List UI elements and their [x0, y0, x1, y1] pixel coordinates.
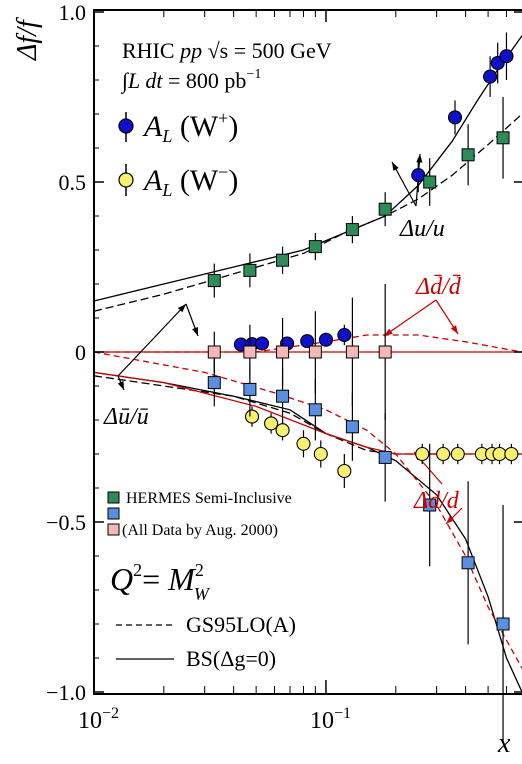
label-du-u: Δu/u: [399, 216, 445, 242]
data-point-square: [496, 617, 510, 631]
svg-text:AL (W−): AL (W−): [142, 162, 238, 200]
data-point-square: [345, 223, 359, 237]
hermes-green-marker: [107, 491, 120, 504]
data-point-square: [378, 450, 392, 464]
info-line-1: RHIC pp √s = 500 GeV: [122, 38, 332, 63]
svg-text:BS(Δg=0): BS(Δg=0): [186, 646, 276, 671]
data-point-circle: [492, 446, 507, 462]
data-point-circle: [411, 168, 426, 183]
data-point-square: [461, 556, 475, 570]
data-point-square: [345, 420, 359, 434]
wplus-marker: [118, 118, 134, 134]
legend-wplus: AL (W+): [118, 108, 238, 146]
data-point-circle: [436, 446, 451, 462]
curve-gs-dd: [93, 351, 522, 669]
arrow-du-u-1-head: [392, 162, 399, 171]
arrow-dubar-1: [117, 303, 187, 377]
y-axis: 1.0 0.5 0 −0.5 −1.0: [46, 0, 522, 705]
y-tick-label: −1.0: [46, 680, 86, 705]
data-point-square: [308, 403, 322, 417]
data-point-square: [423, 175, 437, 189]
x-axis: 10−2 10−1: [78, 10, 507, 734]
data-point-square: [207, 274, 221, 288]
hermes-blue-marker: [107, 507, 120, 520]
svg-text:AL (W+): AL (W+): [142, 108, 238, 146]
data-point-circle: [300, 334, 315, 349]
data-point-circle: [318, 332, 334, 347]
data-point-circle: [244, 409, 260, 424]
x-tick-label: 10−1: [310, 705, 351, 734]
data-point-circle: [504, 446, 519, 462]
y-tick-label: −0.5: [46, 510, 86, 535]
data-point-circle: [447, 110, 463, 125]
data-point-circle: [450, 446, 465, 462]
data-point-square: [207, 376, 221, 390]
arrow-dubar-1-head: [177, 304, 186, 313]
data-point-square: [345, 345, 359, 359]
wminus-marker: [118, 172, 134, 188]
label-ddbar-dbar: Δd̄/d̄: [415, 274, 462, 300]
line-legend: GS95LO(A) BS(Δg=0): [116, 612, 296, 671]
y-tick-label: 0: [75, 340, 86, 365]
data-point-square: [243, 263, 257, 277]
data-point-circle: [264, 416, 279, 431]
data-point-square: [276, 253, 290, 267]
y-tick-label: 0.5: [59, 170, 87, 195]
data-point-circle: [254, 336, 270, 351]
data-point-circle: [275, 423, 290, 438]
arrow-ddbar-1-head: [384, 328, 393, 336]
data-point-circle: [483, 69, 498, 84]
arrow-ddbar-2-head: [450, 325, 458, 334]
legend-hermes: HERMES Semi-Inclusive (All Data by Aug. …: [107, 490, 292, 539]
data-point-square: [461, 148, 475, 162]
data-point-square: [207, 345, 221, 359]
data-point-square: [378, 202, 392, 216]
svg-text:GS95LO(A): GS95LO(A): [186, 612, 296, 637]
x-axis-label: x: [497, 728, 511, 759]
label-dd-d: Δd/d: [413, 488, 460, 514]
svg-text:HERMES Semi-Inclusive: HERMES Semi-Inclusive: [126, 490, 292, 507]
data-point-square: [243, 345, 257, 359]
arrow-dubar-3-head: [117, 381, 124, 390]
data-point-square: [276, 345, 290, 359]
data-point-square: [496, 131, 510, 145]
arrow-ddbar-1: [383, 299, 437, 337]
data-point-circle: [337, 327, 352, 343]
label-dubar-ubar: Δū/ū: [103, 404, 149, 430]
data-point-circle: [499, 49, 514, 64]
legend-wminus: AL (W−): [118, 162, 238, 200]
data-point-circle: [313, 446, 328, 462]
data-point-square: [378, 345, 392, 359]
q2-label: Q2= M2 W: [110, 560, 211, 604]
data-point-square: [308, 240, 322, 254]
info-line-2: ∫L dt = 800 pb−1: [120, 67, 261, 94]
data-point-circle: [415, 446, 430, 462]
data-point-square: [308, 345, 322, 359]
data-point-square: [243, 382, 257, 396]
arrow-dd-2-head: [446, 515, 455, 524]
y-tick-label: 1.0: [59, 0, 87, 25]
data-point-square: [423, 498, 437, 512]
alldata-pink-marker: [107, 523, 120, 536]
data-point-square: [276, 389, 290, 403]
data-points: [207, 32, 519, 743]
y-axis-label: Δf/f: [12, 17, 43, 61]
data-point-circle: [337, 463, 352, 479]
data-point-circle: [296, 436, 311, 451]
x-tick-label: 10−2: [78, 705, 119, 734]
arrow-dubar-2-head: [192, 327, 198, 336]
svg-text:(All Data by Aug. 2000): (All Data by Aug. 2000): [122, 522, 278, 539]
